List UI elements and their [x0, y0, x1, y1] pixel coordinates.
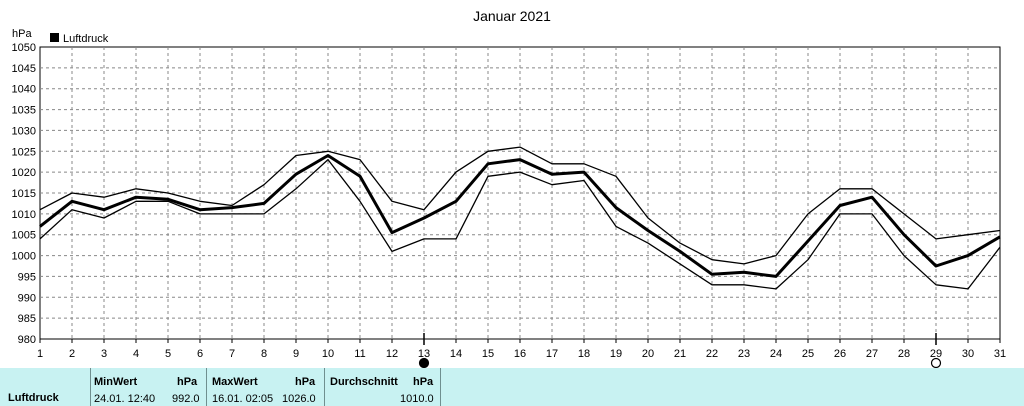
- y-axis-unit: hPa: [12, 28, 32, 40]
- x-tick-label: 4: [133, 348, 139, 360]
- max-header: MaxWert: [212, 376, 258, 388]
- y-tick-label: 995: [18, 271, 36, 283]
- y-tick-label: 1025: [12, 146, 36, 158]
- x-tick-label: 30: [962, 348, 974, 360]
- min-header: MinWert: [94, 376, 138, 388]
- x-tick-label: 25: [802, 348, 814, 360]
- x-tick-label: 3: [101, 348, 107, 360]
- y-tick-label: 1020: [12, 167, 36, 179]
- summary-bar: Luftdruck MinWert hPa 24.01. 12:40 992.0…: [0, 368, 1024, 406]
- x-tick-label: 13: [418, 348, 430, 360]
- x-tick-label: 28: [898, 348, 910, 360]
- y-tick-label: 1000: [12, 251, 36, 263]
- avg-value: 1010.0: [400, 393, 434, 405]
- x-tick-label: 9: [293, 348, 299, 360]
- x-tick-label: 22: [706, 348, 718, 360]
- x-tick-label: 29: [930, 348, 942, 360]
- y-tick-label: 985: [18, 313, 36, 325]
- max-unit: hPa: [295, 376, 316, 388]
- pressure-chart: Januar 2021 hPa Luftdruck 98098599099510…: [12, 8, 1006, 368]
- chart-title: Januar 2021: [473, 8, 551, 24]
- y-tick-label: 1050: [12, 42, 36, 54]
- min-unit: hPa: [177, 376, 198, 388]
- x-tick-label: 21: [674, 348, 686, 360]
- y-tick-label: 1010: [12, 209, 36, 221]
- series-line-avg: [39, 154, 1001, 278]
- x-tick-label: 19: [610, 348, 622, 360]
- legend-label: Luftdruck: [63, 33, 109, 45]
- new-moon-icon: [930, 357, 942, 368]
- x-tick-label: 10: [322, 348, 334, 360]
- legend-swatch: [50, 33, 59, 42]
- x-tick-label: 11: [354, 348, 365, 360]
- y-tick-label: 990: [18, 292, 36, 304]
- summary-label: Luftdruck: [8, 392, 59, 404]
- full-moon-icon: [418, 357, 430, 368]
- min-time: 24.01. 12:40: [94, 393, 156, 405]
- x-tick-label: 17: [546, 348, 558, 360]
- series-line-max: [39, 146, 1001, 265]
- x-tick-label: 15: [482, 348, 494, 360]
- y-tick-label: 1035: [12, 105, 36, 117]
- x-tick-label: 18: [578, 348, 590, 360]
- avg-unit: hPa: [413, 376, 434, 388]
- x-tick-label: 24: [770, 348, 782, 360]
- x-tick-label: 26: [834, 348, 846, 360]
- y-tick-label: 1015: [12, 188, 36, 200]
- x-tick-label: 1: [37, 348, 43, 360]
- y-tick-label: 1040: [12, 84, 36, 96]
- y-tick-label: 1045: [12, 63, 36, 75]
- x-tick-label: 5: [165, 348, 171, 360]
- avg-header: Durchschnitt: [330, 376, 398, 388]
- x-tick-label: 27: [866, 348, 878, 360]
- x-tick-label: 14: [450, 348, 462, 360]
- x-tick-label: 16: [514, 348, 526, 360]
- y-tick-label: 1030: [12, 125, 36, 137]
- y-tick-label: 1005: [12, 230, 36, 242]
- x-tick-label: 8: [261, 348, 267, 360]
- x-tick-label: 12: [386, 348, 398, 360]
- series-line-min: [39, 158, 1001, 290]
- x-tick-label: 7: [229, 348, 235, 360]
- x-tick-label: 20: [642, 348, 654, 360]
- x-tick-label: 2: [69, 348, 75, 360]
- max-time: 16.01. 02:05: [212, 393, 274, 405]
- x-tick-label: 6: [197, 348, 203, 360]
- min-value: 992.0: [172, 393, 200, 405]
- max-value: 1026.0: [282, 393, 316, 405]
- x-tick-label: 23: [738, 348, 750, 360]
- x-tick-label: 31: [994, 348, 1006, 360]
- y-tick-label: 980: [18, 334, 36, 346]
